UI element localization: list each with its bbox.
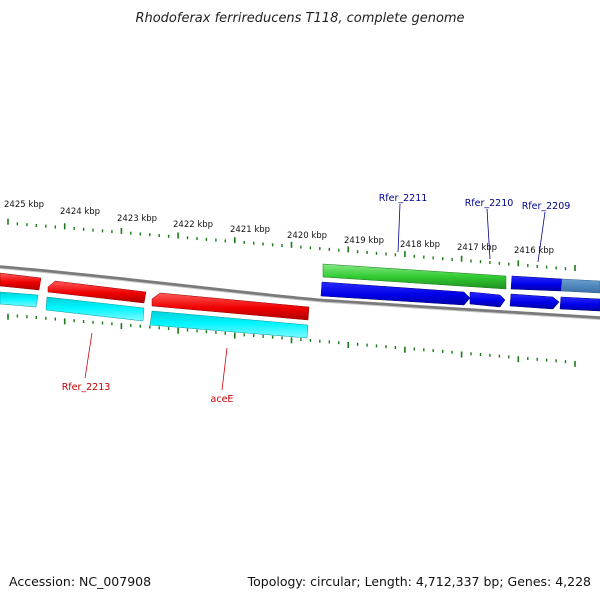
accession-text: Accession: NC_007908: [9, 574, 151, 589]
cds-feature-rfer-2209[interactable]: [509, 293, 560, 310]
genome-backbone: [0, 265, 600, 320]
map-title: Rhodoferax ferrireducens T118, complete …: [135, 11, 464, 26]
forward-strand-features: [0, 272, 310, 339]
gene-feature-acee[interactable]: [149, 310, 309, 339]
cds-feature-right[interactable]: [559, 296, 600, 312]
scale-label-2418: 2418 kbp: [400, 240, 440, 250]
leader-rfer-2211: [397, 203, 401, 253]
gene-labels: Rfer_2211 Rfer_2210 Rfer_2209 Rfer_2213 …: [62, 193, 571, 405]
gene-label-rfer-2213[interactable]: Rfer_2213: [62, 382, 111, 393]
outer-tick-ring: [7, 218, 576, 271]
leader-acee: [221, 347, 228, 391]
gene-feature-rfer-2211[interactable]: [322, 263, 507, 290]
scale-label-2420: 2420 kbp: [287, 231, 327, 241]
scale-label-2425: 2425 kbp: [4, 200, 44, 210]
gene-feature-faded[interactable]: [560, 278, 600, 294]
genome-backbone-highlight: [0, 268, 600, 320]
cds-feature-acee[interactable]: [151, 292, 310, 321]
scale-label-2424: 2424 kbp: [60, 207, 100, 217]
cds-feature-rfer-2213[interactable]: [47, 280, 147, 304]
gene-label-acee[interactable]: aceE: [211, 394, 234, 405]
scale-label-2423: 2423 kbp: [117, 214, 157, 224]
gene-label-rfer-2209[interactable]: Rfer_2209: [522, 201, 571, 212]
gene-label-rfer-2211[interactable]: Rfer_2211: [379, 193, 428, 204]
cds-feature-rfer-2211[interactable]: [320, 281, 471, 306]
reverse-strand-features: [320, 263, 600, 312]
gene-label-rfer-2210[interactable]: Rfer_2210: [465, 198, 514, 209]
scale-label-2416: 2416 kbp: [514, 246, 554, 256]
leader-rfer-2210: [486, 208, 491, 260]
scale-label-2417: 2417 kbp: [457, 243, 497, 253]
leader-rfer-2213: [84, 332, 93, 379]
leader-rfer-2209: [537, 211, 546, 263]
gene-label-leaders: [84, 203, 546, 391]
scale-labels: 2425 kbp 2424 kbp 2423 kbp 2422 kbp 2421…: [4, 200, 554, 256]
cds-feature[interactable]: [0, 272, 42, 291]
scale-label-2421: 2421 kbp: [230, 225, 270, 235]
inner-tick-ring: [7, 313, 576, 367]
scale-label-2419: 2419 kbp: [344, 236, 384, 246]
gene-feature[interactable]: [0, 291, 39, 308]
gene-feature-rfer-2209[interactable]: [510, 275, 563, 292]
topology-summary-text: Topology: circular; Length: 4,712,337 bp…: [247, 574, 591, 589]
cds-feature-rfer-2210[interactable]: [469, 291, 506, 308]
gene-feature-rfer-2213[interactable]: [45, 296, 145, 322]
scale-label-2422: 2422 kbp: [173, 220, 213, 230]
